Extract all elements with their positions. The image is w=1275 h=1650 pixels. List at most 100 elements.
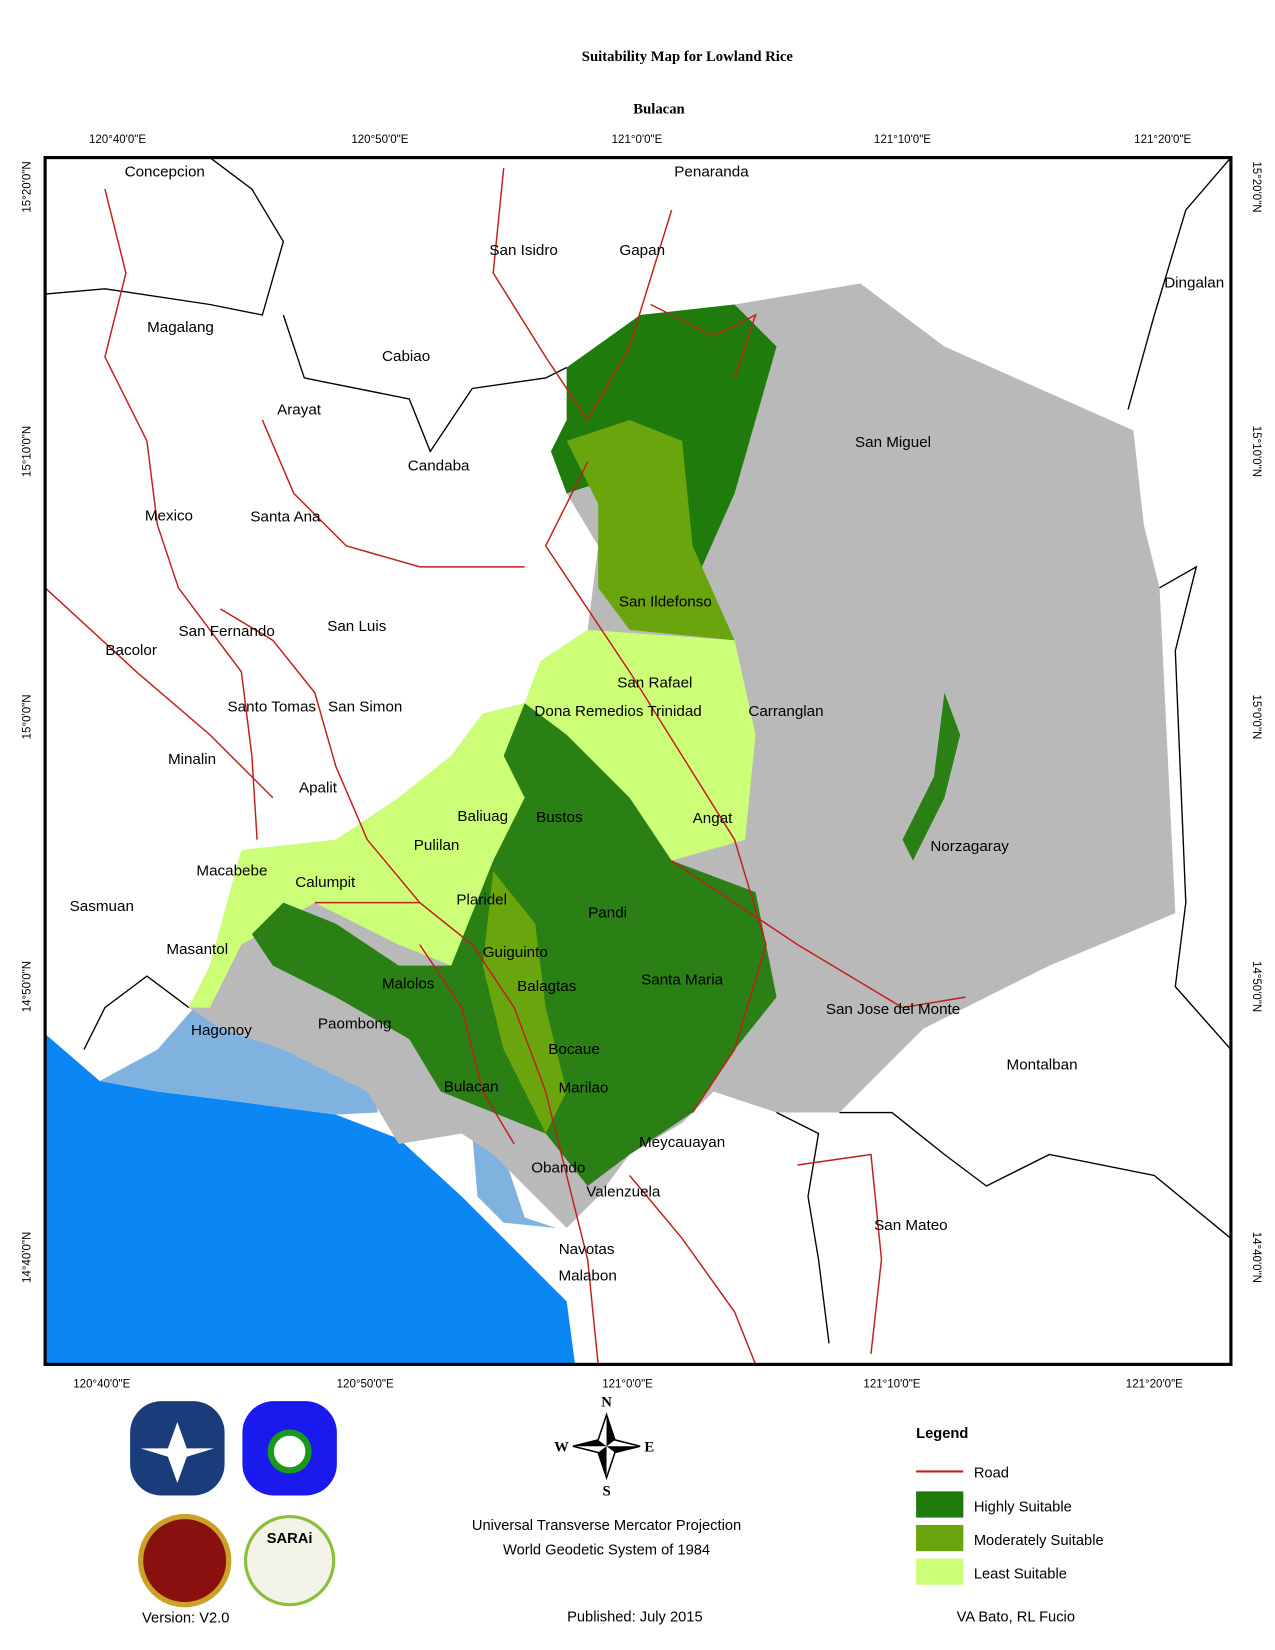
logo	[243, 1514, 336, 1607]
road	[419, 944, 515, 1145]
place-label: Santa Maria	[641, 972, 724, 989]
place-label: San Ildefonso	[619, 594, 712, 611]
place-label: San Simon	[328, 699, 402, 716]
latitude-label: 15°20'0"N	[21, 161, 33, 212]
place-label: Malolos	[382, 976, 435, 993]
place-label: Pulilan	[414, 837, 460, 854]
place-label: Malabon	[558, 1267, 616, 1284]
longitude-label: 120°40'0"E	[73, 1378, 130, 1390]
roads	[44, 168, 966, 1365]
longitude-label: 121°20'0"E	[1134, 134, 1191, 146]
road	[797, 1153, 883, 1354]
latitude-label: 14°50'0"N	[1250, 961, 1262, 1012]
place-label: Bustos	[536, 809, 583, 826]
place-label: Valenzuela	[586, 1183, 661, 1200]
compass-letter: S	[602, 1484, 610, 1500]
compass-letter: E	[644, 1439, 654, 1455]
moderately-suitable-area	[482, 871, 567, 1134]
compass-letter: N	[601, 1394, 612, 1410]
authors: VA Bato, RL Fucio	[957, 1609, 1075, 1625]
place-label: Obando	[531, 1159, 585, 1176]
legend-title: Legend	[916, 1426, 968, 1442]
place-label: Baliuag	[457, 808, 508, 825]
place-label: Magalang	[147, 319, 214, 336]
boundary	[776, 1111, 830, 1344]
boundary	[1127, 157, 1232, 410]
place-label: Balagtas	[517, 978, 577, 995]
road	[650, 303, 757, 379]
projection-text: Universal Transverse Mercator Projection	[472, 1518, 741, 1534]
moderately-suitable-area	[566, 419, 735, 641]
place-label: Apalit	[299, 779, 338, 796]
boundary	[282, 314, 567, 453]
longitude-label: 121°0'0"E	[612, 134, 663, 146]
place-label: Marilao	[559, 1080, 609, 1097]
latitude-label: 15°10'0"N	[1250, 426, 1262, 477]
place-label: Norzagaray	[930, 838, 1009, 855]
boundary	[1159, 565, 1232, 1051]
longitude-label: 121°10'0"E	[874, 134, 931, 146]
place-label: Santa Ana	[250, 509, 321, 526]
compass-rose	[606, 1414, 615, 1447]
latitude-label: 15°20'0"N	[1250, 161, 1262, 212]
latitude-label: 15°0'0"N	[1250, 694, 1262, 739]
logos: SARAi	[130, 1401, 337, 1608]
place-label: Navotas	[559, 1241, 615, 1258]
logo-text: SARAi	[267, 1531, 313, 1547]
place-label: San Mateo	[874, 1217, 948, 1234]
legend-swatch	[916, 1558, 964, 1585]
boundary	[45, 157, 285, 316]
map-body	[43, 156, 1233, 1366]
version: Version: V2.0	[142, 1611, 229, 1627]
longitude-label: 121°0'0"E	[602, 1378, 653, 1390]
road	[314, 901, 599, 1365]
place-label: San Miguel	[855, 434, 931, 451]
sea	[45, 1033, 576, 1365]
latitude-label: 15°0'0"N	[21, 694, 33, 739]
legend-swatch	[916, 1524, 964, 1552]
logo-mark	[267, 1429, 312, 1474]
compass	[572, 1412, 641, 1481]
place-label: Montalban	[1007, 1057, 1078, 1074]
least-suitable-area	[188, 629, 756, 1008]
longitude-label: 120°50'0"E	[337, 1378, 394, 1390]
boundaries	[45, 157, 1232, 1344]
place-label: San Jose del Monte	[826, 1001, 960, 1018]
place-label: Paombong	[318, 1016, 392, 1033]
place-label: Meycauayan	[639, 1134, 725, 1151]
road	[219, 608, 421, 904]
compass-letter: W	[554, 1439, 569, 1455]
place-label: Angat	[693, 810, 734, 827]
longitude-label: 120°50'0"E	[351, 134, 408, 146]
fishponds	[472, 1133, 557, 1228]
projection-text: World Geodetic System of 1984	[503, 1542, 710, 1558]
place-label: Gapan	[619, 242, 665, 259]
published: Published: July 2015	[567, 1609, 703, 1625]
place-label: Santo Tomas	[228, 699, 317, 716]
place-label: Penaranda	[674, 163, 749, 180]
longitude-label: 120°40'0"E	[89, 134, 146, 146]
place-label: Bulacan	[444, 1079, 499, 1096]
latitude-label: 15°10'0"N	[21, 426, 33, 477]
boundary	[839, 1111, 1232, 1239]
place-label: San Luis	[327, 618, 387, 635]
highly-suitable-area	[902, 692, 961, 861]
boundary	[83, 975, 190, 1050]
legend-label: Moderately Suitable	[974, 1533, 1104, 1549]
subtitle: Bulacan	[633, 102, 684, 118]
place-label: Plaridel	[456, 892, 507, 909]
compass-rose	[572, 1439, 607, 1447]
legend-label: Road	[974, 1466, 1009, 1482]
legend-label: Least Suitable	[974, 1566, 1067, 1582]
place-label: Mexico	[145, 508, 193, 525]
legend-label: Highly Suitable	[974, 1499, 1072, 1515]
place-label: Minalin	[168, 751, 216, 768]
place-label: Masantol	[166, 941, 228, 958]
road	[492, 168, 673, 422]
place-label: San Isidro	[489, 242, 557, 259]
place-label: Carranglan	[748, 703, 823, 720]
latitude-label: 14°50'0"N	[21, 961, 33, 1012]
longitude-label: 121°20'0"E	[1126, 1378, 1183, 1390]
place-label: San Fernando	[178, 623, 274, 640]
